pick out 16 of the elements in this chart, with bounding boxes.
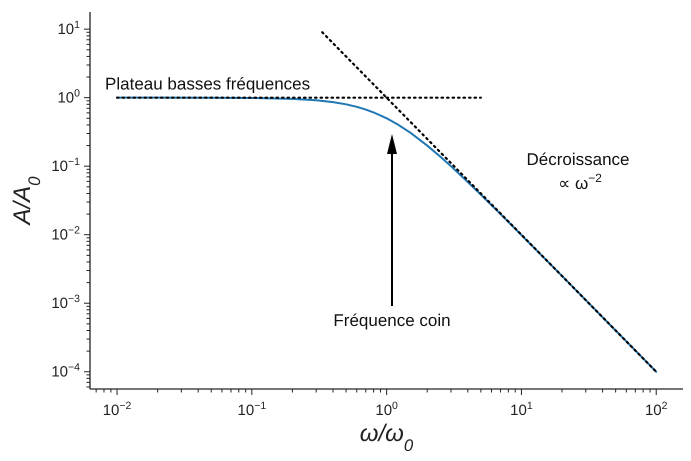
y-tick-label: 10$^{1}$ xyxy=(57,19,80,38)
y-tick-label: 10$^{−1}$ xyxy=(51,156,80,176)
x-tick-label: 10$^{−2}$ xyxy=(102,400,132,419)
x-tick-label: 10$^{−1}$ xyxy=(238,400,266,419)
x-tick-label: 10$^{0}$ xyxy=(375,400,398,419)
y-tick-label: 10$^{0}$ xyxy=(57,88,80,107)
annotation: Fréquence coin xyxy=(333,311,451,330)
annotation: ∝ ω$^{−2}$ xyxy=(558,171,602,193)
y-tick-label: 10$^{−4}$ xyxy=(51,362,80,381)
y-tick-label: 10$^{−3}$ xyxy=(51,293,80,312)
x-tick-label: 10$^{2}$ xyxy=(644,400,668,419)
x-tick-label: 10$^{1}$ xyxy=(510,400,533,419)
annotation: Plateau basses fréquences xyxy=(105,74,310,94)
x-axis-title: ω/ω$_{0}$ xyxy=(360,420,414,454)
y-tick-label: 10$^{−2}$ xyxy=(51,224,80,244)
annotation: Décroissance xyxy=(526,150,630,169)
